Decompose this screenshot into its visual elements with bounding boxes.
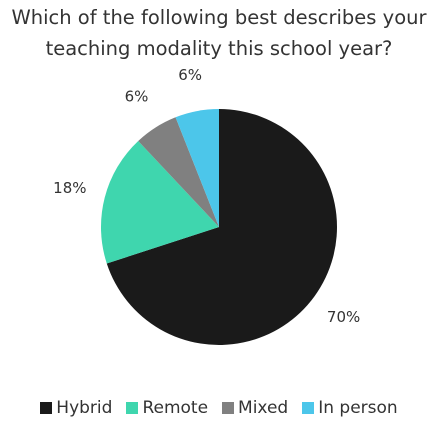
legend-item: Remote	[126, 398, 208, 418]
pie-slice	[175, 109, 219, 227]
legend-item: Hybrid	[40, 398, 112, 418]
chart-title: Which of the following best describes yo…	[11, 6, 427, 60]
data-label: 6%	[125, 87, 149, 105]
legend-item: Mixed	[222, 398, 288, 418]
data-label: 70%	[327, 308, 360, 326]
legend-label: In person	[318, 398, 398, 418]
legend-label: Hybrid	[56, 398, 113, 418]
legend-swatch	[40, 402, 53, 414]
legend-label: Remote	[142, 398, 209, 418]
legend: Hybrid Remote Mixed In person	[0, 398, 438, 418]
pie-slice	[101, 140, 219, 264]
legend-swatch	[302, 402, 315, 414]
pie-slice	[138, 117, 219, 227]
data-label: 6%	[178, 66, 202, 84]
data-label: 18%	[53, 179, 86, 197]
legend-item: In person	[302, 398, 398, 418]
legend-swatch	[126, 402, 139, 414]
legend-label: Mixed	[238, 398, 289, 418]
pie-slice	[106, 109, 337, 345]
legend-swatch	[222, 402, 235, 414]
